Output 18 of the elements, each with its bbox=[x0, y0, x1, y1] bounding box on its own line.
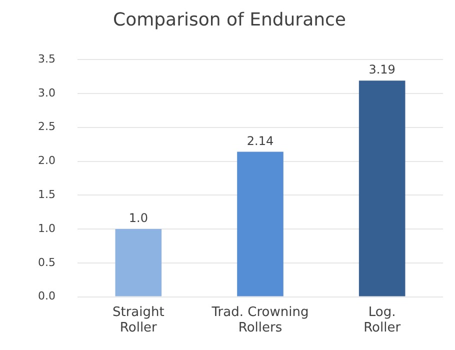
data-label: 1.0 bbox=[128, 211, 148, 226]
x-tick-label: Trad. Crowning Rollers bbox=[210, 304, 309, 336]
x-tick-label: Straight Roller bbox=[112, 304, 164, 336]
y-tick-label: 0.5 bbox=[38, 256, 56, 269]
data-label: 2.14 bbox=[246, 134, 274, 148]
y-tick-label: 1.0 bbox=[38, 222, 56, 235]
y-tick-label: 2.0 bbox=[38, 154, 56, 168]
y-tick-label: 2.5 bbox=[38, 120, 56, 134]
y-tick-label: 1.5 bbox=[38, 188, 56, 201]
bar bbox=[358, 80, 406, 296]
y-tick-label: 3.0 bbox=[38, 86, 56, 100]
y-tick-label: 0.0 bbox=[38, 290, 56, 303]
bar bbox=[115, 229, 162, 296]
data-label: 3.19 bbox=[368, 62, 396, 77]
y-tick-label: 3.5 bbox=[38, 52, 56, 66]
bar bbox=[237, 152, 284, 296]
x-tick-label: Log. Roller bbox=[364, 304, 402, 336]
chart-title: Comparison of Endurance bbox=[113, 9, 346, 30]
